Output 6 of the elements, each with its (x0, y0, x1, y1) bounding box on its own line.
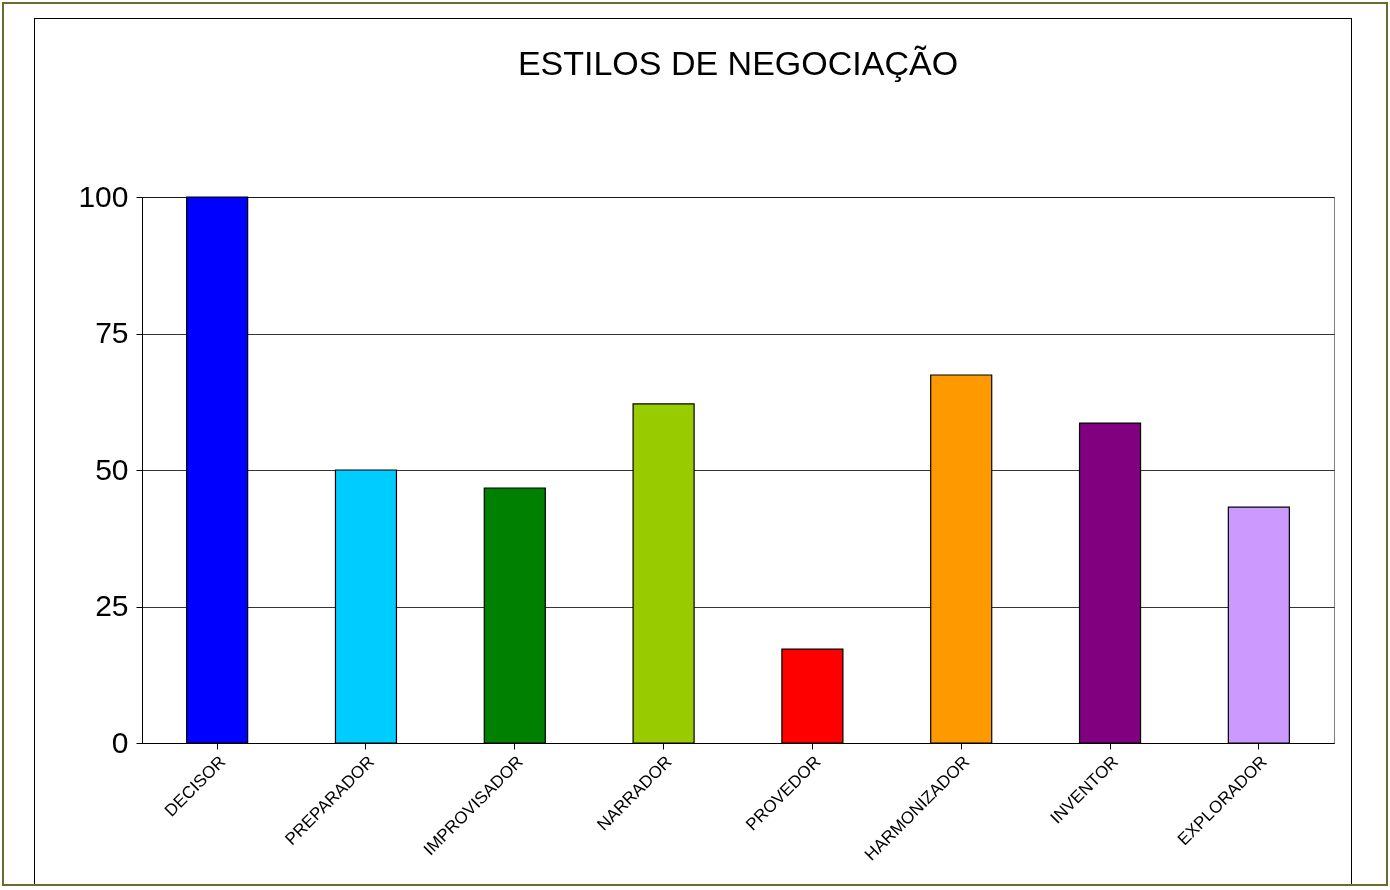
y-tick-label: 100 (78, 179, 129, 213)
y-tick-label: 0 (111, 725, 129, 759)
y-tick-label: 25 (95, 589, 129, 622)
y-tick-label: 50 (95, 452, 129, 486)
y-tick-label: 75 (95, 316, 129, 349)
chart-title: ESTILOS DE NEGOCIAÇÃO (517, 44, 959, 82)
